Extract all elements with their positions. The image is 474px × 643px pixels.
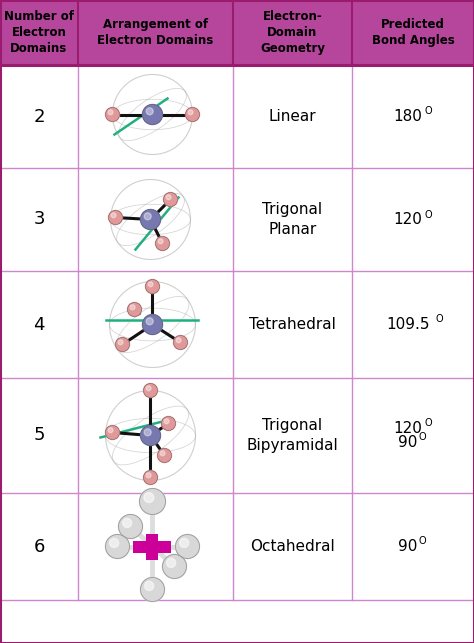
Circle shape [158, 239, 163, 244]
Circle shape [155, 237, 170, 251]
Text: Trigonal
Planar: Trigonal Planar [263, 202, 323, 237]
Circle shape [118, 514, 143, 538]
Circle shape [111, 213, 116, 218]
Circle shape [188, 110, 193, 114]
Circle shape [176, 338, 181, 343]
Circle shape [166, 195, 171, 200]
Circle shape [108, 428, 113, 433]
Circle shape [164, 192, 177, 206]
Text: O: O [425, 210, 432, 219]
Text: Predicted
Bond Angles: Predicted Bond Angles [372, 18, 455, 47]
Text: 120: 120 [393, 421, 422, 436]
Circle shape [157, 449, 172, 462]
Text: 180: 180 [393, 109, 422, 124]
Circle shape [123, 518, 132, 527]
Text: O: O [436, 314, 443, 325]
Text: O: O [425, 107, 432, 116]
Text: Number of
Electron
Domains: Number of Electron Domains [4, 10, 74, 55]
Circle shape [163, 554, 186, 579]
Text: 6: 6 [33, 538, 45, 556]
Circle shape [118, 340, 123, 345]
Text: O: O [419, 433, 427, 442]
Circle shape [173, 336, 188, 350]
Text: O: O [425, 419, 432, 428]
Circle shape [164, 419, 169, 424]
Circle shape [180, 538, 189, 547]
Circle shape [116, 338, 129, 352]
Text: Tetrahedral: Tetrahedral [249, 317, 336, 332]
Text: 2: 2 [33, 107, 45, 125]
Text: 90: 90 [398, 435, 418, 450]
Text: Electron-
Domain
Geometry: Electron- Domain Geometry [260, 10, 325, 55]
Text: 5: 5 [33, 426, 45, 444]
Circle shape [146, 318, 153, 325]
Circle shape [144, 383, 157, 397]
Text: Trigonal
Bipyramidal: Trigonal Bipyramidal [246, 418, 338, 453]
Text: 4: 4 [33, 316, 45, 334]
Text: 120: 120 [393, 212, 422, 227]
Text: Arrangement of
Electron Domains: Arrangement of Electron Domains [97, 18, 214, 47]
Circle shape [108, 110, 113, 114]
Circle shape [130, 305, 135, 310]
Circle shape [175, 534, 200, 559]
Circle shape [146, 386, 151, 391]
Circle shape [144, 471, 157, 484]
Circle shape [148, 282, 153, 287]
Circle shape [106, 107, 119, 122]
Bar [0, 493, 474, 600]
Circle shape [139, 489, 165, 514]
Bar [0, 168, 474, 271]
Text: 3: 3 [33, 210, 45, 228]
Circle shape [160, 451, 165, 456]
Text: 109.5: 109.5 [386, 317, 430, 332]
Circle shape [128, 302, 142, 316]
Text: Octahedral: Octahedral [250, 539, 335, 554]
Circle shape [143, 105, 163, 125]
Circle shape [109, 538, 118, 547]
Text: O: O [419, 536, 427, 547]
Circle shape [166, 558, 176, 568]
Bar [146, 534, 158, 559]
Circle shape [106, 426, 119, 440]
Bar [0, 271, 474, 378]
Bar [0, 0, 474, 65]
Circle shape [146, 473, 151, 478]
Bar [0, 378, 474, 493]
Bar [134, 541, 172, 552]
Circle shape [185, 107, 200, 122]
Text: Linear: Linear [269, 109, 316, 124]
Circle shape [144, 493, 154, 503]
Text: 90: 90 [398, 539, 418, 554]
Circle shape [144, 213, 151, 220]
Bar [0, 65, 474, 168]
Circle shape [106, 534, 129, 559]
Circle shape [146, 108, 153, 115]
Circle shape [140, 210, 161, 230]
Circle shape [146, 280, 159, 293]
Circle shape [140, 426, 161, 446]
Circle shape [109, 210, 122, 224]
Circle shape [144, 429, 151, 436]
Circle shape [140, 577, 164, 601]
Circle shape [143, 314, 163, 334]
Circle shape [145, 581, 154, 590]
Circle shape [162, 417, 175, 431]
